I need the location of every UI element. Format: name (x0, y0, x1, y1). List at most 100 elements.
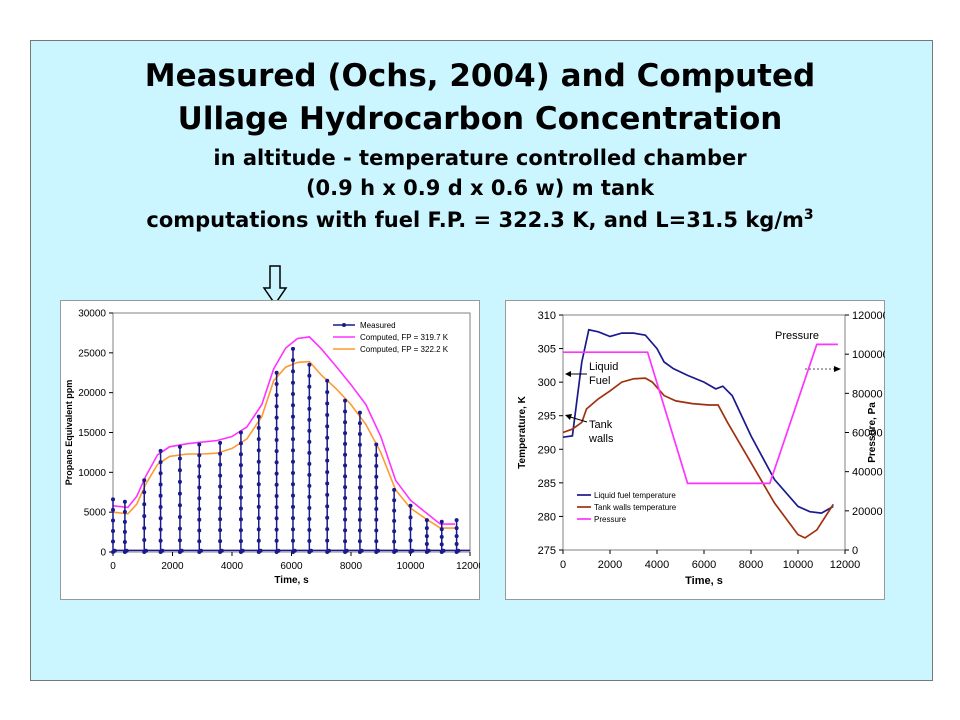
measured-point (122, 519, 127, 524)
measured-point (290, 448, 295, 453)
y-tick-label: 300 (538, 377, 556, 389)
y-tick-label: 0 (100, 548, 106, 559)
measured-point (111, 518, 115, 523)
measured-point (439, 542, 444, 547)
measured-point (307, 527, 312, 532)
x-tick-label: 2000 (598, 559, 622, 571)
measured-point (256, 504, 261, 509)
measured-point (307, 516, 312, 521)
legend-label: Measured (360, 321, 396, 330)
measured-point (177, 456, 182, 461)
measured-point (142, 526, 147, 531)
y2-tick-label: 100000 (852, 349, 885, 361)
measured-samples (111, 346, 461, 554)
measured-point (274, 505, 279, 510)
subtitle-superscript: 3 (803, 207, 814, 223)
legend-label: Pressure (594, 515, 627, 524)
measured-point (343, 463, 348, 468)
measured-point (325, 378, 330, 383)
measured-point (357, 453, 362, 458)
measured-point (343, 539, 348, 544)
measured-point (256, 414, 261, 419)
y2-tick-label: 40000 (852, 467, 883, 479)
measured-point (374, 506, 379, 511)
measured-point (374, 528, 379, 533)
down-arrow-icon (262, 265, 288, 306)
measured-point (111, 539, 115, 544)
measured-point (218, 528, 223, 533)
measured-point (408, 538, 413, 543)
measured-point (290, 516, 295, 521)
slide-title-line-2: Ullage Hydrocarbon Concentration (177, 101, 783, 137)
measured-point (408, 526, 413, 531)
measured-point (218, 451, 223, 456)
y-tick-label: 15000 (78, 428, 106, 439)
measured-point (274, 527, 279, 532)
measured-point (307, 472, 312, 477)
measured-point (424, 534, 429, 539)
measured-point (197, 453, 202, 458)
x-axis-label: Time, s (685, 575, 723, 587)
measured-point (343, 506, 348, 511)
measured-point (158, 460, 163, 465)
measured-point (307, 439, 312, 444)
measured-point (218, 506, 223, 511)
measured-point (290, 403, 295, 408)
y-tick-label: 25000 (78, 348, 106, 359)
x-tick-label: 4000 (645, 559, 669, 571)
measured-point (325, 447, 330, 452)
y2-axis-label: Pressure, Pa (867, 402, 878, 463)
measured-point (374, 539, 379, 544)
measured-point (424, 518, 429, 523)
measured-point (290, 380, 295, 385)
measured-point (218, 473, 223, 478)
measured-point (158, 482, 163, 487)
measured-point (343, 398, 348, 403)
measured-point (374, 453, 379, 458)
plot-area (562, 314, 846, 551)
x-tick-label: 8000 (340, 561, 363, 572)
legend-label: Computed, FP = 322.2 K (360, 345, 449, 354)
measured-point (177, 526, 182, 531)
measured-point (408, 503, 413, 508)
measured-point (357, 421, 362, 426)
measured-point (177, 514, 182, 519)
measured-point (454, 518, 459, 523)
measured-point (218, 462, 223, 467)
measured-point (111, 497, 115, 502)
x-tick-label: 6000 (692, 559, 716, 571)
slide-title-line-1: Measured (Ochs, 2004) and Computed (144, 58, 816, 94)
measured-point (290, 504, 295, 509)
measured-point (357, 528, 362, 533)
x-tick-label: 0 (560, 559, 566, 571)
measured-point (256, 527, 261, 532)
measured-point (158, 538, 163, 543)
x-tick-label: 0 (110, 561, 116, 572)
measured-point (256, 437, 261, 442)
measured-point (392, 498, 397, 503)
measured-point (439, 534, 444, 539)
measured-point (197, 463, 202, 468)
x-tick-label: 8000 (739, 559, 763, 571)
annotation-arrowhead (565, 414, 572, 420)
measured-point (454, 542, 459, 547)
measured-point (256, 516, 261, 521)
measured-point (158, 516, 163, 521)
measured-point (290, 425, 295, 430)
concentration-chart: 0 5000 10000 15000 20000 25000 30000 0 2000 4000 6… (60, 300, 480, 600)
measured-point (177, 444, 182, 449)
measured-point (158, 471, 163, 476)
measured-point (325, 481, 330, 486)
legend-label: Liquid fuel temperature (594, 491, 676, 500)
measured-point (357, 517, 362, 522)
measured-point (325, 527, 330, 532)
measured-point (274, 393, 279, 398)
measured-point (374, 517, 379, 522)
measured-point (238, 495, 243, 500)
measured-point (374, 442, 379, 447)
measured-point (122, 539, 127, 544)
x-axis-label: Time, s (274, 575, 309, 586)
measured-point (343, 474, 348, 479)
measured-point (177, 491, 182, 496)
measured-point (357, 485, 362, 490)
